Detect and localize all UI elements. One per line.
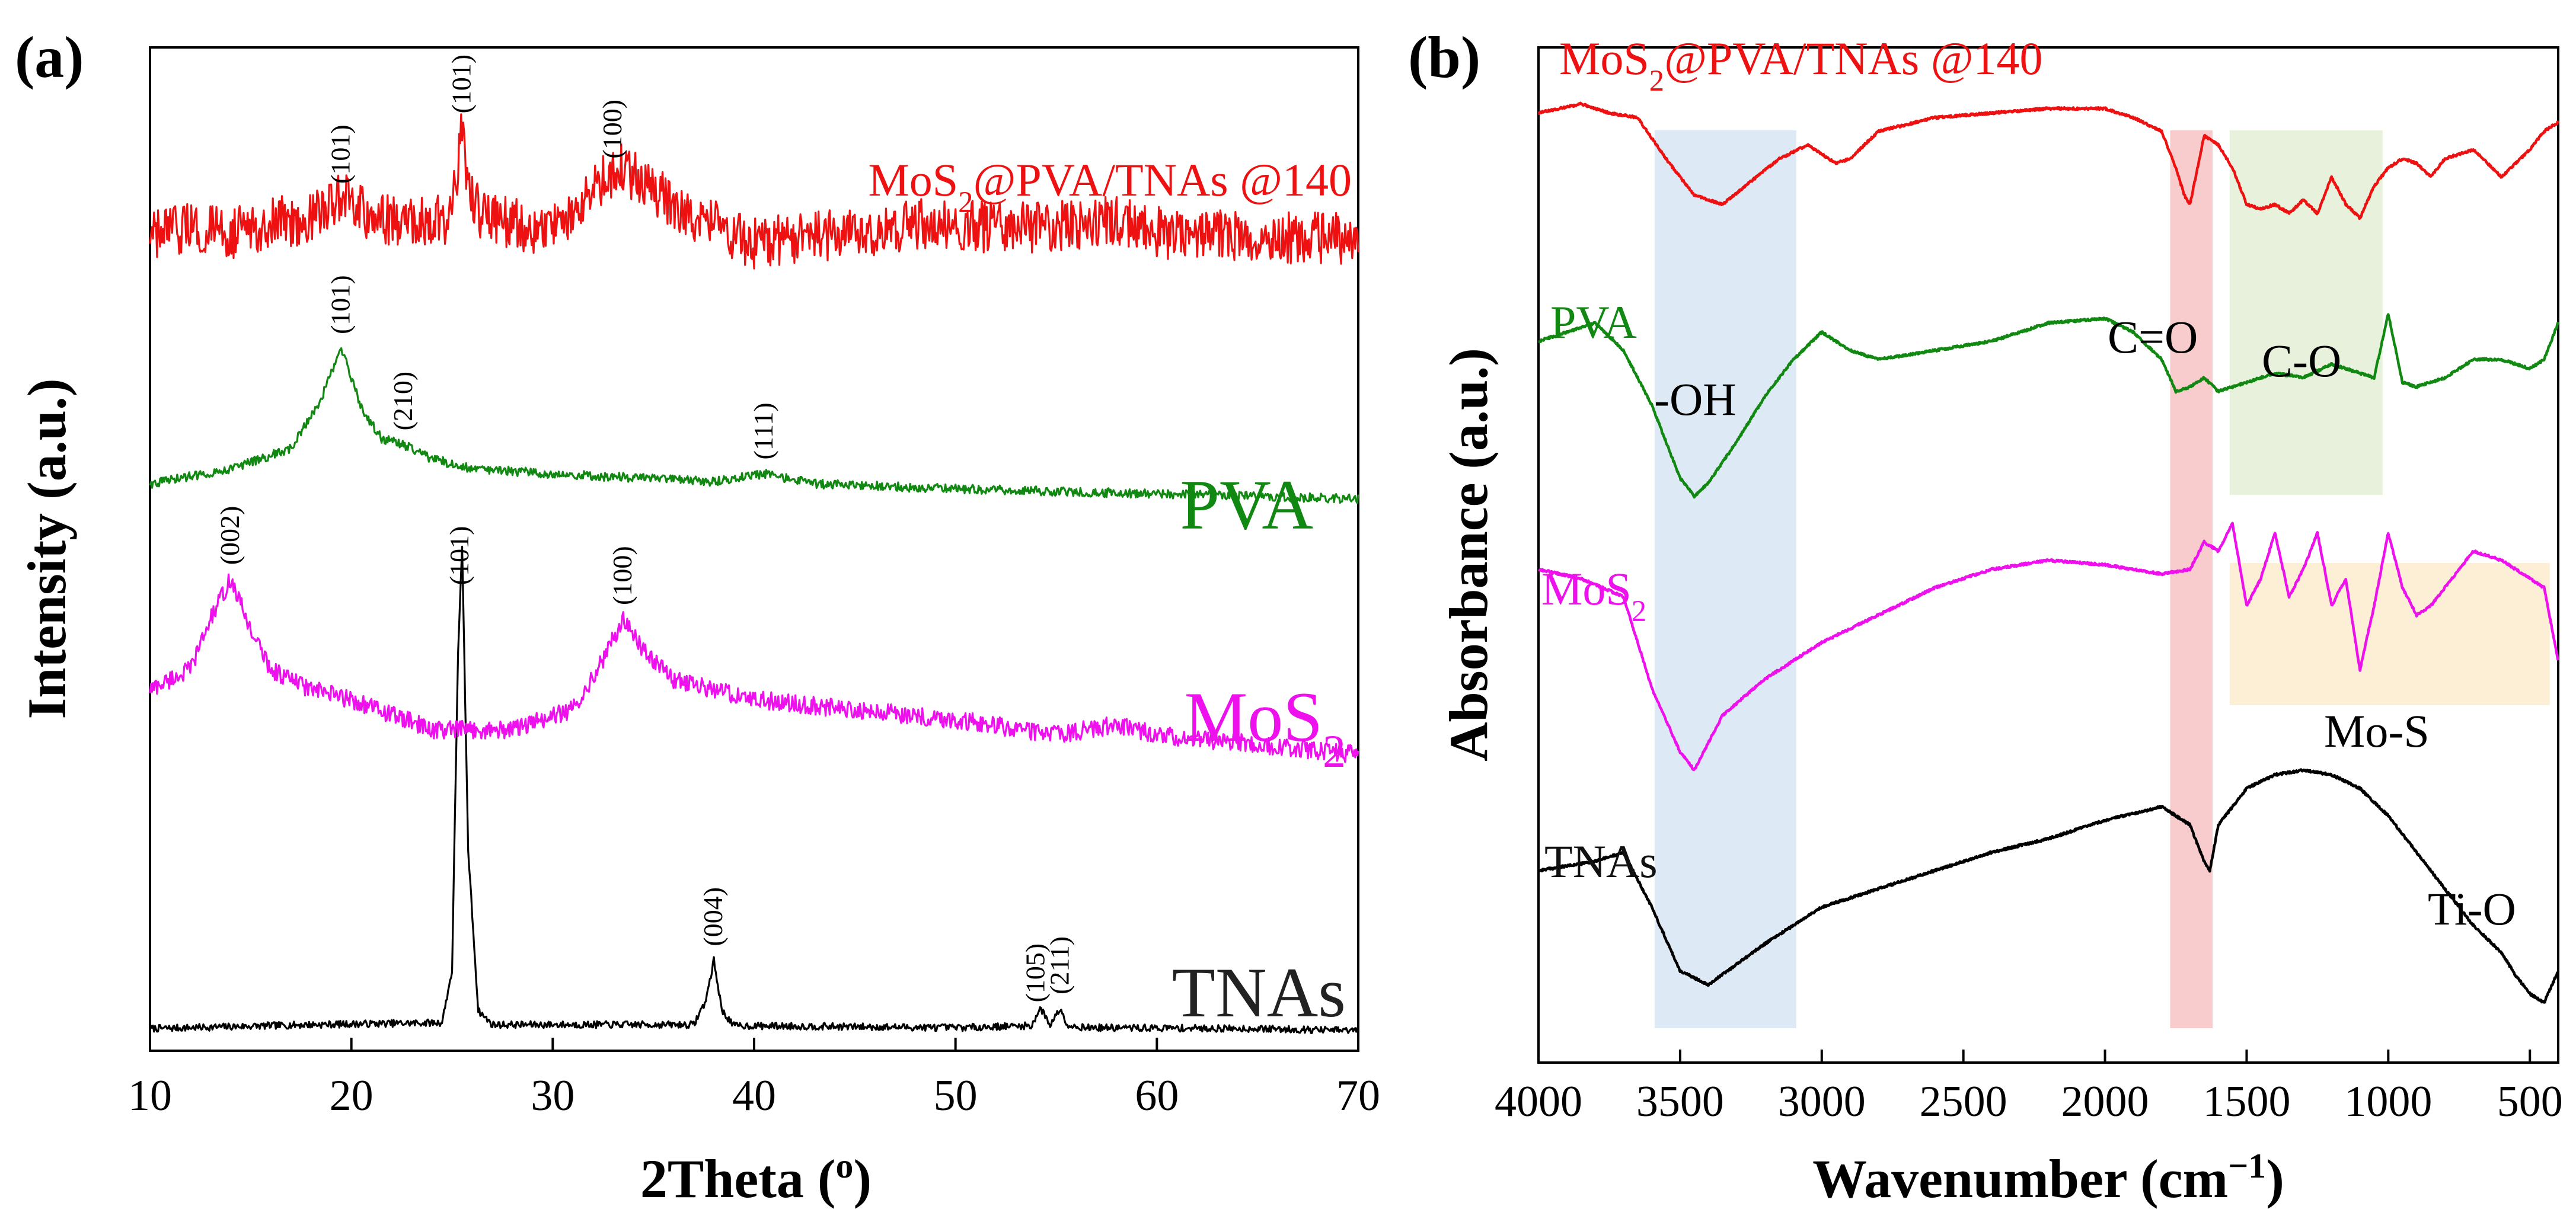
- xrd-series-labels: MoS2​@PVA/TNAs @140 PVA MoS2​ TNAs: [868, 154, 1352, 1032]
- xrd-tick-label: 40: [732, 1071, 776, 1120]
- band-c-o: [2229, 130, 2383, 495]
- xrd-tick-label: 50: [934, 1071, 978, 1120]
- ftir-band-group: [1654, 130, 2550, 1028]
- band-label-oh: -OH: [1654, 373, 1737, 425]
- xrd-peak-label: (210): [388, 372, 418, 431]
- xrd-peak-label: (100): [597, 100, 627, 159]
- ftir-label-mos2: MoS2​: [1541, 563, 1646, 628]
- xrd-peak-label: (101): [444, 526, 474, 586]
- ftir-series-group: [1537, 101, 2560, 1004]
- xrd-series-group: [149, 113, 1359, 1034]
- ftir-series-pva: [1537, 313, 2560, 499]
- xrd-label-mos2: MoS2​: [1185, 677, 1346, 777]
- xrd-series-mos2: [149, 573, 1359, 763]
- xrd-tick-label: 30: [531, 1071, 574, 1120]
- ftir-label-tnas: TNAs: [1544, 836, 1658, 887]
- xrd-label-tnas: TNAs: [1172, 953, 1346, 1032]
- ftir-x-ticks: 4000 3500 3000 2500 2000 1500 1000 500: [1495, 1050, 2563, 1126]
- ftir-panel: (b) 4000 3500 3000 2500 2000 1500 1000 500 MoS2…: [1408, 24, 2563, 1209]
- xrd-x-ticks: 10 20 30 40 50 60 70: [128, 1038, 1380, 1120]
- ftir-tick-label: 4000: [1495, 1077, 1582, 1126]
- band-label-mos: Mo-S: [2324, 705, 2430, 757]
- xrd-peak-label: (101): [446, 55, 477, 114]
- xrd-peak-label: (100): [607, 546, 637, 605]
- ftir-tick-label: 3000: [1778, 1077, 1866, 1126]
- xrd-label-pva: PVA: [1180, 465, 1313, 544]
- ftir-tick-label: 2500: [1920, 1077, 2007, 1126]
- ftir-series-tnas: [1537, 768, 2560, 1004]
- xrd-x-axis-title: 2Theta (o): [640, 1146, 872, 1209]
- ftir-label-pva: PVA: [1550, 296, 1637, 348]
- band-c-o: [2170, 130, 2213, 1028]
- xrd-series-pva: [149, 347, 1359, 504]
- xrd-peak-label: (002): [215, 506, 245, 565]
- ftir-x-axis-title: Wavenumber (cm−1): [1812, 1146, 2284, 1209]
- xrd-label-mos2-pva-tnas: MoS2​@PVA/TNAs @140: [868, 154, 1352, 219]
- ftir-series-labels: MoS2​@PVA/TNAs @140 PVA MoS2​ TNAs: [1541, 33, 2043, 887]
- band-label-co-single: C-O: [2262, 335, 2341, 386]
- ftir-series-mos2-pva-tnas-140: [1537, 101, 2560, 220]
- xrd-tick-label: 10: [128, 1071, 172, 1120]
- ftir-y-axis-title: Absorbance (a.u.): [1438, 348, 1499, 762]
- xrd-peak-label: (101): [325, 124, 356, 184]
- ftir-band-labels: -OH C=O C-O Mo-S Ti-O: [1654, 311, 2516, 935]
- band-oh: [1654, 130, 1796, 1028]
- ftir-series-mos2: [1537, 522, 2560, 772]
- band-mo-s: [2229, 563, 2550, 705]
- ftir-plot-frame: [1537, 46, 2559, 1064]
- xrd-peak-label: (111): [748, 402, 778, 459]
- ftir-tick-label: 2000: [2061, 1077, 2149, 1126]
- panel-a-label: (a): [15, 24, 84, 90]
- xrd-y-axis-title: Intensity (a.u.): [17, 378, 77, 719]
- ftir-tick-label: 500: [2497, 1077, 2563, 1126]
- panel-b-label: (b): [1408, 24, 1480, 90]
- ftir-tick-label: 1000: [2344, 1077, 2432, 1126]
- xrd-peak-label: (004): [698, 887, 728, 946]
- ftir-tick-label: 3500: [1636, 1077, 1724, 1126]
- xrd-peak-annotations: (101) (004) (105)(211) (002) (100) (101) (210)…: [215, 55, 1074, 1003]
- xrd-tick-label: 20: [330, 1071, 374, 1120]
- xrd-peak-label: (105): [1020, 943, 1051, 1003]
- xrd-series-mos2-pva-tnas-140: [149, 113, 1359, 270]
- xrd-series-tnas: [149, 545, 1359, 1034]
- band-label-co-double: C=O: [2108, 311, 2198, 363]
- xrd-tick-label: 60: [1135, 1071, 1179, 1120]
- xrd-peak-label: (211): [1044, 936, 1074, 994]
- xrd-panel: (a) 10 20 30 40 50 60 70 (101)(004)(105)(211)(…: [15, 24, 1380, 1209]
- xrd-tick-label: 70: [1336, 1071, 1380, 1120]
- band-label-tio: Ti-O: [2428, 883, 2516, 935]
- xrd-peak-label: (101): [325, 275, 356, 334]
- ftir-label-mos2-pva-tnas: MoS2​@PVA/TNAs @140: [1559, 33, 2043, 97]
- ftir-tick-label: 1500: [2202, 1077, 2290, 1126]
